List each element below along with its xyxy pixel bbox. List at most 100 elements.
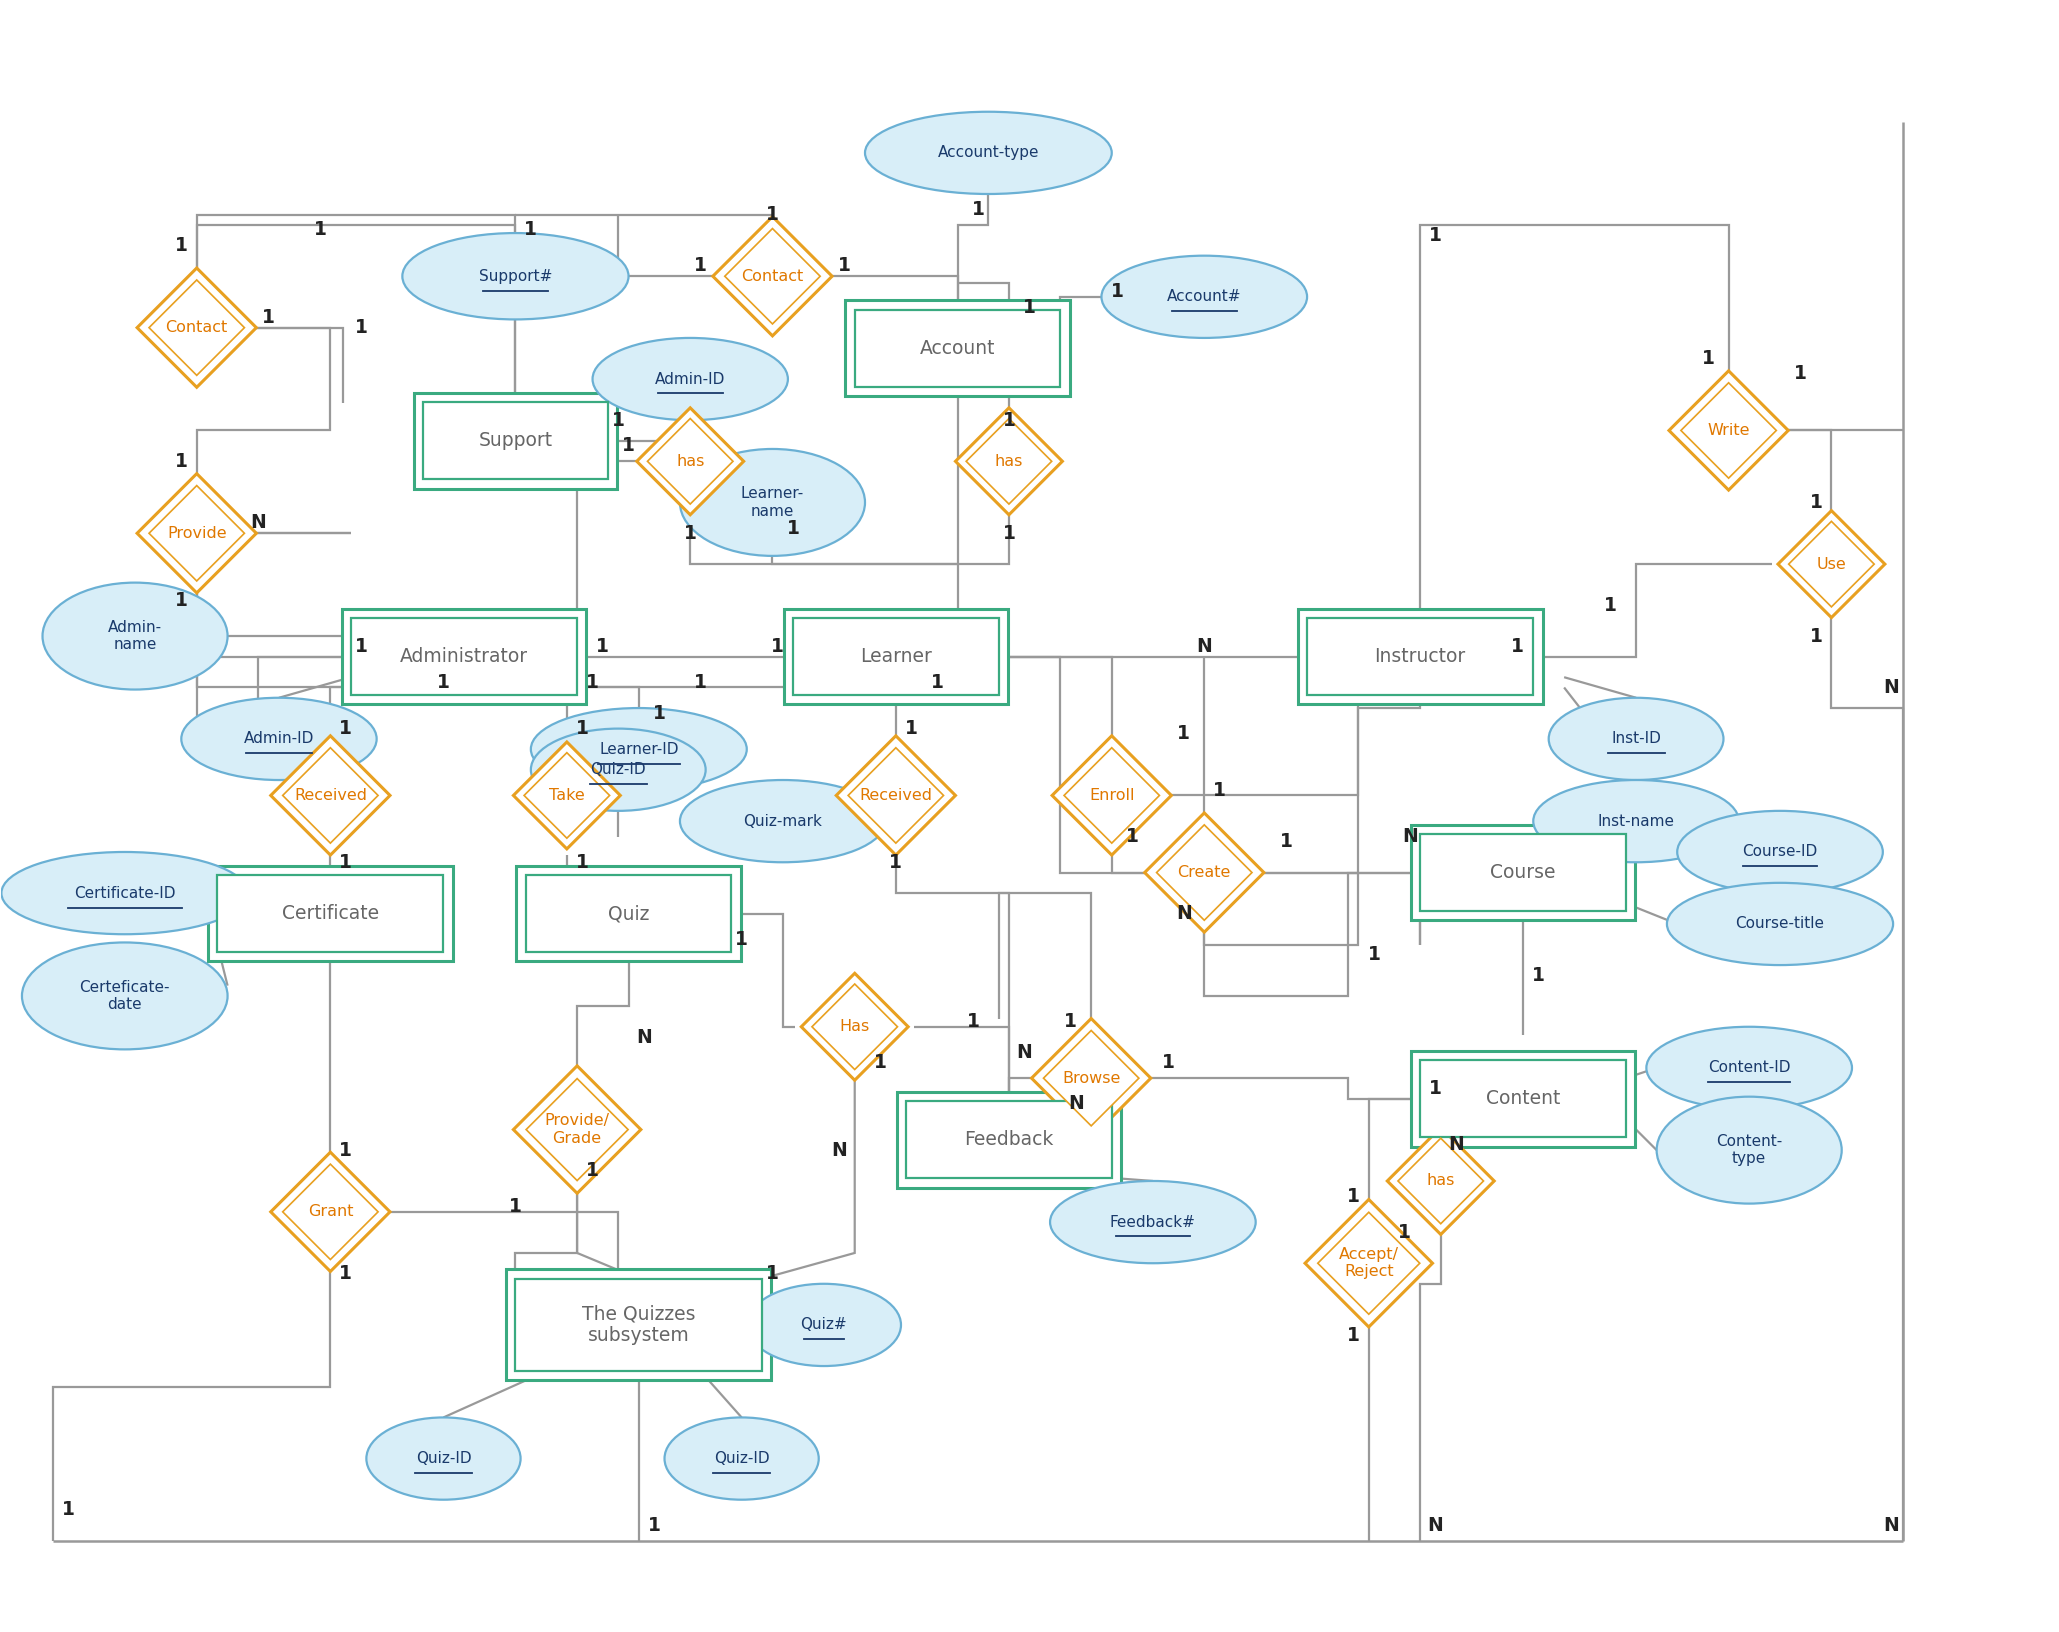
Text: 1: 1 (354, 636, 369, 656)
Text: 1: 1 (525, 220, 537, 240)
Ellipse shape (1548, 698, 1723, 780)
Text: Quiz-ID: Quiz-ID (591, 762, 647, 777)
FancyBboxPatch shape (906, 1102, 1112, 1178)
Text: 1: 1 (649, 1516, 661, 1536)
FancyBboxPatch shape (218, 875, 443, 951)
Text: 1: 1 (766, 206, 778, 224)
Text: 1: 1 (889, 854, 902, 871)
Text: 1: 1 (904, 720, 918, 738)
Text: 1: 1 (62, 1500, 74, 1519)
Text: 1: 1 (1065, 1012, 1077, 1031)
Polygon shape (525, 752, 609, 839)
Text: 1: 1 (1110, 282, 1124, 302)
Polygon shape (836, 736, 955, 855)
Polygon shape (1157, 824, 1252, 920)
Text: has: has (994, 454, 1023, 468)
Text: 1: 1 (772, 636, 784, 656)
Text: 1: 1 (1367, 945, 1380, 965)
Text: Certeficate-
date: Certeficate- date (80, 979, 171, 1012)
Text: 1: 1 (261, 308, 276, 326)
Ellipse shape (1050, 1182, 1256, 1263)
Text: 1: 1 (587, 1162, 599, 1180)
Text: 1: 1 (340, 854, 352, 871)
Text: 1: 1 (313, 220, 327, 240)
Text: 1: 1 (587, 672, 599, 692)
Text: N: N (1884, 1516, 1898, 1536)
FancyBboxPatch shape (525, 875, 731, 951)
Polygon shape (527, 1079, 628, 1180)
Text: 1: 1 (1281, 832, 1293, 852)
Text: Create: Create (1178, 865, 1231, 880)
Polygon shape (1318, 1213, 1421, 1314)
FancyBboxPatch shape (342, 609, 587, 705)
FancyBboxPatch shape (1297, 609, 1542, 705)
Text: 1: 1 (1398, 1222, 1410, 1242)
FancyBboxPatch shape (422, 401, 607, 480)
Text: 1: 1 (354, 318, 369, 338)
Text: N: N (1884, 677, 1898, 697)
Text: Enroll: Enroll (1089, 788, 1135, 803)
Text: Quiz-mark: Quiz-mark (743, 814, 822, 829)
Polygon shape (636, 408, 743, 514)
Ellipse shape (1657, 1097, 1841, 1203)
Text: 1: 1 (1429, 225, 1441, 245)
Text: 1: 1 (1003, 411, 1015, 429)
Text: 1: 1 (972, 199, 984, 219)
Text: 1: 1 (175, 452, 187, 470)
Text: N: N (1402, 827, 1419, 845)
Text: 1: 1 (622, 436, 634, 455)
Text: Course-title: Course-title (1736, 917, 1824, 932)
Text: N: N (251, 514, 266, 532)
Text: has: has (675, 454, 704, 468)
Ellipse shape (1647, 1027, 1851, 1110)
Text: 1: 1 (838, 256, 850, 276)
Ellipse shape (531, 728, 706, 811)
Text: 1: 1 (509, 1198, 521, 1216)
Polygon shape (1065, 747, 1159, 844)
Text: Admin-ID: Admin-ID (243, 731, 315, 746)
Ellipse shape (402, 233, 628, 320)
Ellipse shape (679, 449, 865, 557)
Polygon shape (1779, 511, 1884, 617)
Polygon shape (1388, 1128, 1495, 1234)
Text: 1: 1 (577, 720, 589, 738)
FancyBboxPatch shape (793, 619, 999, 695)
Polygon shape (1789, 521, 1874, 607)
Text: 1: 1 (873, 1053, 887, 1072)
Polygon shape (1032, 1018, 1151, 1138)
Text: Account#: Account# (1167, 289, 1242, 304)
Text: 1: 1 (1511, 636, 1524, 656)
Text: 1: 1 (766, 1265, 778, 1283)
Text: Account-type: Account-type (937, 145, 1040, 160)
Polygon shape (138, 473, 257, 592)
Text: Feedback: Feedback (964, 1131, 1054, 1149)
FancyBboxPatch shape (414, 393, 618, 488)
Text: 1: 1 (787, 519, 799, 537)
Text: 1: 1 (1126, 827, 1139, 845)
Polygon shape (811, 984, 898, 1069)
Text: Use: Use (1816, 557, 1847, 571)
Text: 1: 1 (694, 256, 706, 276)
Polygon shape (148, 486, 245, 581)
Ellipse shape (43, 583, 229, 690)
Text: 1: 1 (653, 703, 665, 723)
Text: Received: Received (859, 788, 933, 803)
Text: Admin-ID: Admin-ID (655, 372, 725, 387)
FancyBboxPatch shape (1421, 834, 1627, 911)
Ellipse shape (181, 698, 377, 780)
Polygon shape (1044, 1030, 1139, 1126)
Text: Certificate-ID: Certificate-ID (74, 886, 175, 901)
Text: Take: Take (550, 788, 585, 803)
Text: Feedback#: Feedback# (1110, 1214, 1196, 1229)
Text: 1: 1 (1347, 1186, 1359, 1206)
Text: 1: 1 (577, 854, 589, 871)
FancyBboxPatch shape (1421, 1061, 1627, 1138)
Text: 1: 1 (1532, 966, 1544, 984)
Text: Contact: Contact (165, 320, 229, 335)
Polygon shape (138, 268, 257, 387)
Text: Grant: Grant (307, 1204, 354, 1219)
Polygon shape (712, 217, 832, 336)
Text: N: N (1176, 904, 1192, 924)
Text: 1: 1 (340, 1265, 352, 1283)
Polygon shape (282, 747, 379, 844)
